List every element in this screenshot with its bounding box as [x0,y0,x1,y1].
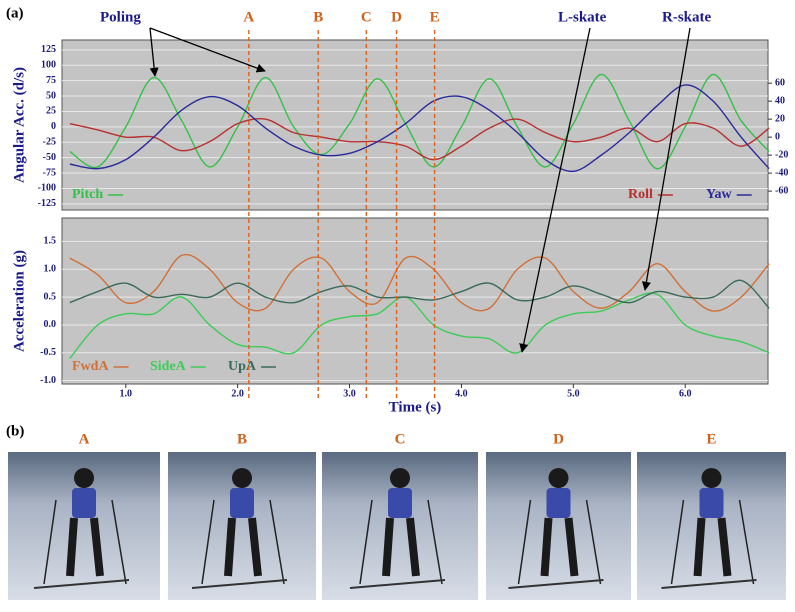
y-tick-label: -125 [38,198,56,209]
y-tick-label: 0.5 [44,291,57,302]
skier-bib [230,488,254,518]
skis [661,579,757,589]
events: A B C D E [243,9,440,400]
x-tick-label: 4.0 [455,388,468,399]
x-tick-label: 1.0 [120,388,133,399]
arrow [519,27,591,353]
y-tick-label: 125 [41,44,56,55]
x-tick-label: 2.0 [231,388,244,399]
x-tick-label: 3.0 [343,388,356,399]
legend-label: UpA [228,359,257,374]
skier-poles [43,499,127,585]
series-line [69,117,770,161]
y2-tick-label: -20 [775,149,788,160]
skier-legs [693,517,732,577]
skis [191,579,288,589]
y-tick-label: 25 [46,106,56,117]
y-tick-label: 100 [41,60,56,71]
y2-tick-label: 20 [775,113,785,124]
skis [508,579,604,589]
skis [33,579,130,589]
y2-tick-label: 60 [775,77,785,88]
skier-head [232,468,252,488]
event-label: B [313,9,323,25]
series-line [69,253,770,312]
y2-tick-label: -60 [775,185,788,196]
y-axis-title: Acceleration (g) [11,250,27,352]
photos: A B C D E [8,431,786,600]
y-tick-label: 1.5 [44,236,57,247]
y-tick-label: -75 [43,167,56,178]
y2-tick-label: 40 [775,95,785,106]
skier-head [390,468,410,488]
photo-label: D [553,431,564,447]
skier-head [701,468,722,488]
annotations [149,27,691,353]
legend-label: Yaw [706,187,733,202]
skier-head [548,468,569,488]
series-line [69,73,770,170]
series-line [69,292,770,359]
event-label: A [243,9,254,25]
y-tick-label: 1.0 [44,264,57,275]
annotation: R-skate [662,9,712,25]
y-tick-label: 75 [46,75,56,86]
y2-tick-label: -40 [775,167,788,178]
skier-poles [201,499,285,585]
x-tick-label: 5.0 [567,388,580,399]
photo-label: C [395,431,406,447]
skier-legs [540,517,579,577]
skier-bib [699,488,724,518]
arrow [641,27,691,291]
panel-label: (a) [6,5,24,21]
photo-label: B [237,431,247,447]
event-label: E [430,9,440,25]
skier-poles [517,499,602,585]
photo-label: E [706,431,716,447]
y-tick-label: -0.5 [40,347,56,358]
x-tick-label: 6.0 [679,388,692,399]
skier-legs [224,517,262,577]
event-label: C [361,9,372,25]
charts: 125 100 75 50 25 0 -25 -50 -75 -100 -125 60 40 20 0 -20… [11,39,788,415]
legend-label: SideA [150,359,187,374]
y-tick-label: 0.0 [44,319,57,330]
skier-legs [382,517,420,577]
arrow [149,27,159,77]
y-axis-title: Angular Acc. (d/s) [11,67,27,183]
skis [349,579,446,589]
y-tick-label: 50 [46,90,56,101]
event-label: D [391,9,402,25]
y-tick-label: -25 [43,137,56,148]
skier-bib [546,488,571,518]
arrow [149,27,266,73]
plot-area [61,217,769,385]
photo-label: A [79,431,90,447]
y2-tick-label: 0 [775,131,780,142]
skier-head [74,468,94,488]
y-tick-label: 0 [51,121,56,132]
series-line [69,84,770,173]
panel-label: (b) [6,423,24,439]
plot-area [61,39,769,211]
skier-bib [72,488,96,518]
series-line [69,279,770,309]
annotation: Poling [100,9,141,25]
y-tick-label: -50 [43,152,56,163]
skier-legs [66,517,104,577]
x-axis-title: Time (s) [389,399,442,415]
legend-label: FwdA [72,359,109,374]
skier-bib [388,488,412,518]
y-tick-label: -1.0 [40,375,56,386]
y-tick-label: -100 [38,183,56,194]
skier-poles [359,499,443,585]
annotation: L-skate [558,9,607,25]
skier-poles [670,499,755,585]
legend-label: Pitch [72,187,103,202]
legend-label: Roll [628,187,653,202]
